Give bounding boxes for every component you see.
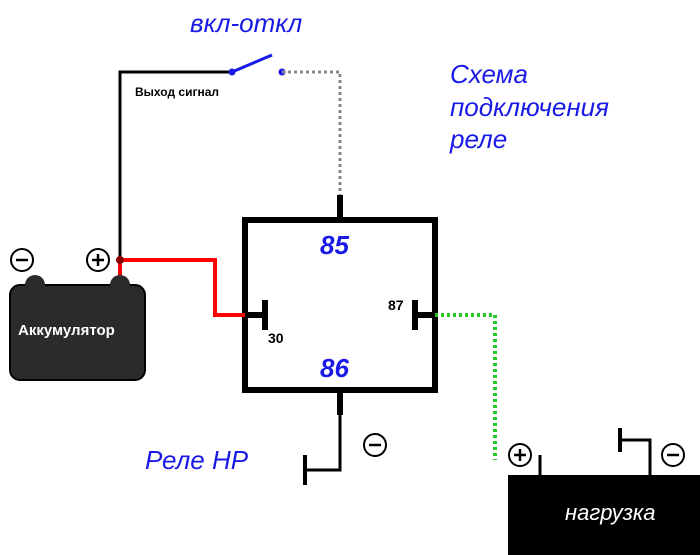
switch-label: вкл-откл: [190, 8, 302, 39]
pin-87-label: 87: [388, 297, 404, 313]
relay-label: Реле HP: [145, 445, 248, 476]
wire-green-dash: [435, 315, 495, 460]
wire-grey-dash: [282, 72, 340, 195]
pin-86-label: 86: [320, 353, 349, 384]
pin-85-terminal: [315, 195, 365, 220]
wire-load-ground: [620, 440, 650, 475]
pin-30-label: 30: [268, 330, 284, 346]
wire-86-ground: [305, 415, 340, 470]
signal-output-label: Выход сигнал: [135, 85, 219, 99]
battery-label: Аккумулятор: [18, 322, 115, 339]
pin-85-label: 85: [320, 230, 349, 261]
wire-signal-black: [120, 72, 232, 260]
load-label: нагрузка: [565, 500, 656, 526]
pin-86-terminal: [315, 390, 365, 415]
load-minus-icon: [662, 444, 684, 466]
battery-minus-icon: [11, 249, 33, 271]
title-label: Схема подключения реле: [450, 58, 609, 156]
switch-icon: [229, 55, 286, 76]
load-plus-icon: [509, 444, 531, 466]
pin86-minus-icon: [364, 434, 386, 456]
battery-plus-icon: [87, 249, 109, 271]
